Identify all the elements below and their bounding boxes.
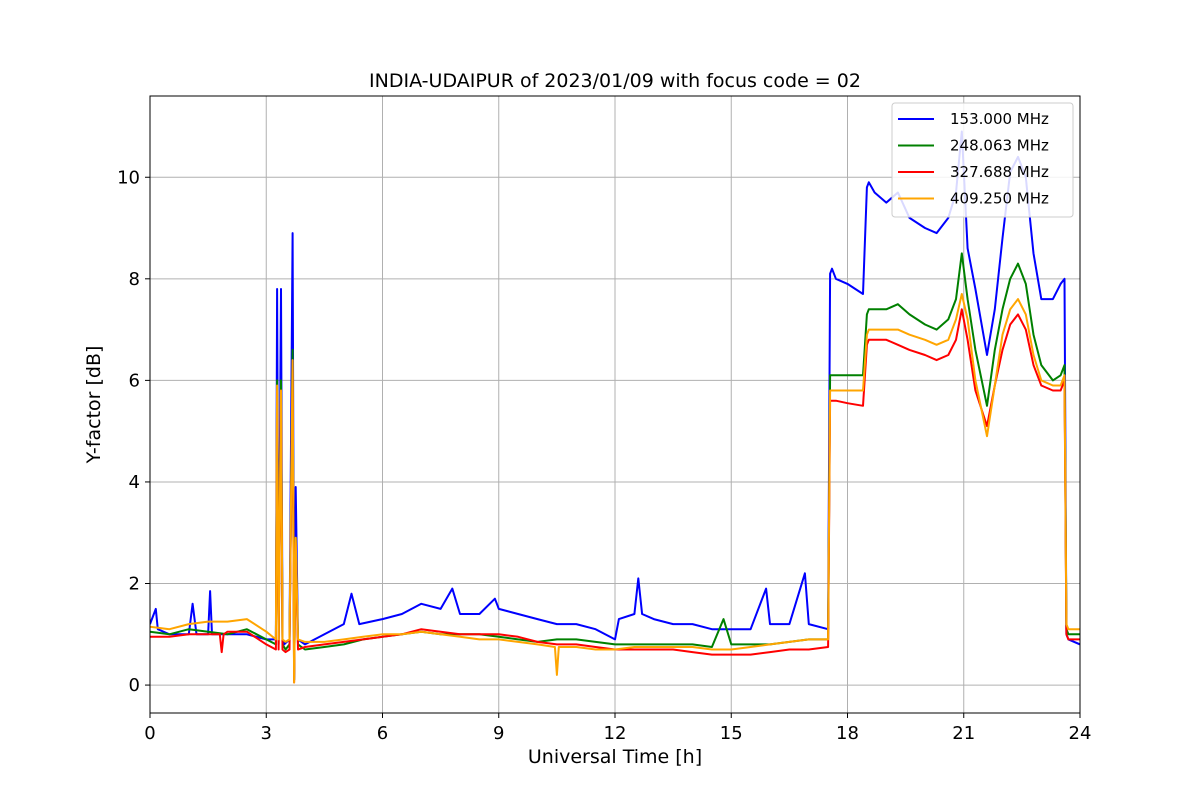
x-tick-label: 3: [261, 723, 272, 744]
x-tick-label: 6: [377, 723, 388, 744]
x-tick-label: 24: [1069, 723, 1092, 744]
legend-label-2: 248.063 MHz: [950, 137, 1049, 155]
y-axis-label: Y-factor [dB]: [83, 346, 105, 465]
y-tick-label: 2: [129, 574, 140, 595]
legend-label-3: 327.688 MHz: [950, 163, 1049, 181]
x-tick-label: 0: [144, 723, 155, 744]
x-tick-label: 21: [952, 723, 975, 744]
legend: 153.000 MHz 248.063 MHz 327.688 MHz 409.250…: [891, 102, 1074, 218]
chart-title: INDIA-UDAIPUR of 2023/01/09 with focus c…: [369, 70, 861, 92]
legend-label-1: 153.000 MHz: [950, 110, 1049, 128]
legend-box: [891, 102, 1074, 218]
x-axis-label: Universal Time [h]: [528, 746, 702, 768]
series-lines: [150, 130, 1080, 684]
y-tick-label: 0: [129, 675, 140, 696]
y-tick-label: 10: [117, 167, 140, 188]
y-tick-label: 8: [129, 269, 140, 290]
y-tick-label: 4: [129, 472, 140, 493]
x-tick-label: 15: [720, 723, 743, 744]
x-tick-label: 9: [493, 723, 504, 744]
x-tick-label: 18: [836, 723, 859, 744]
y-tick-label: 6: [129, 370, 140, 391]
legend-label-4: 409.250 MHz: [950, 190, 1049, 208]
series-line-4: [150, 293, 1080, 684]
x-tick-label: 12: [604, 723, 627, 744]
